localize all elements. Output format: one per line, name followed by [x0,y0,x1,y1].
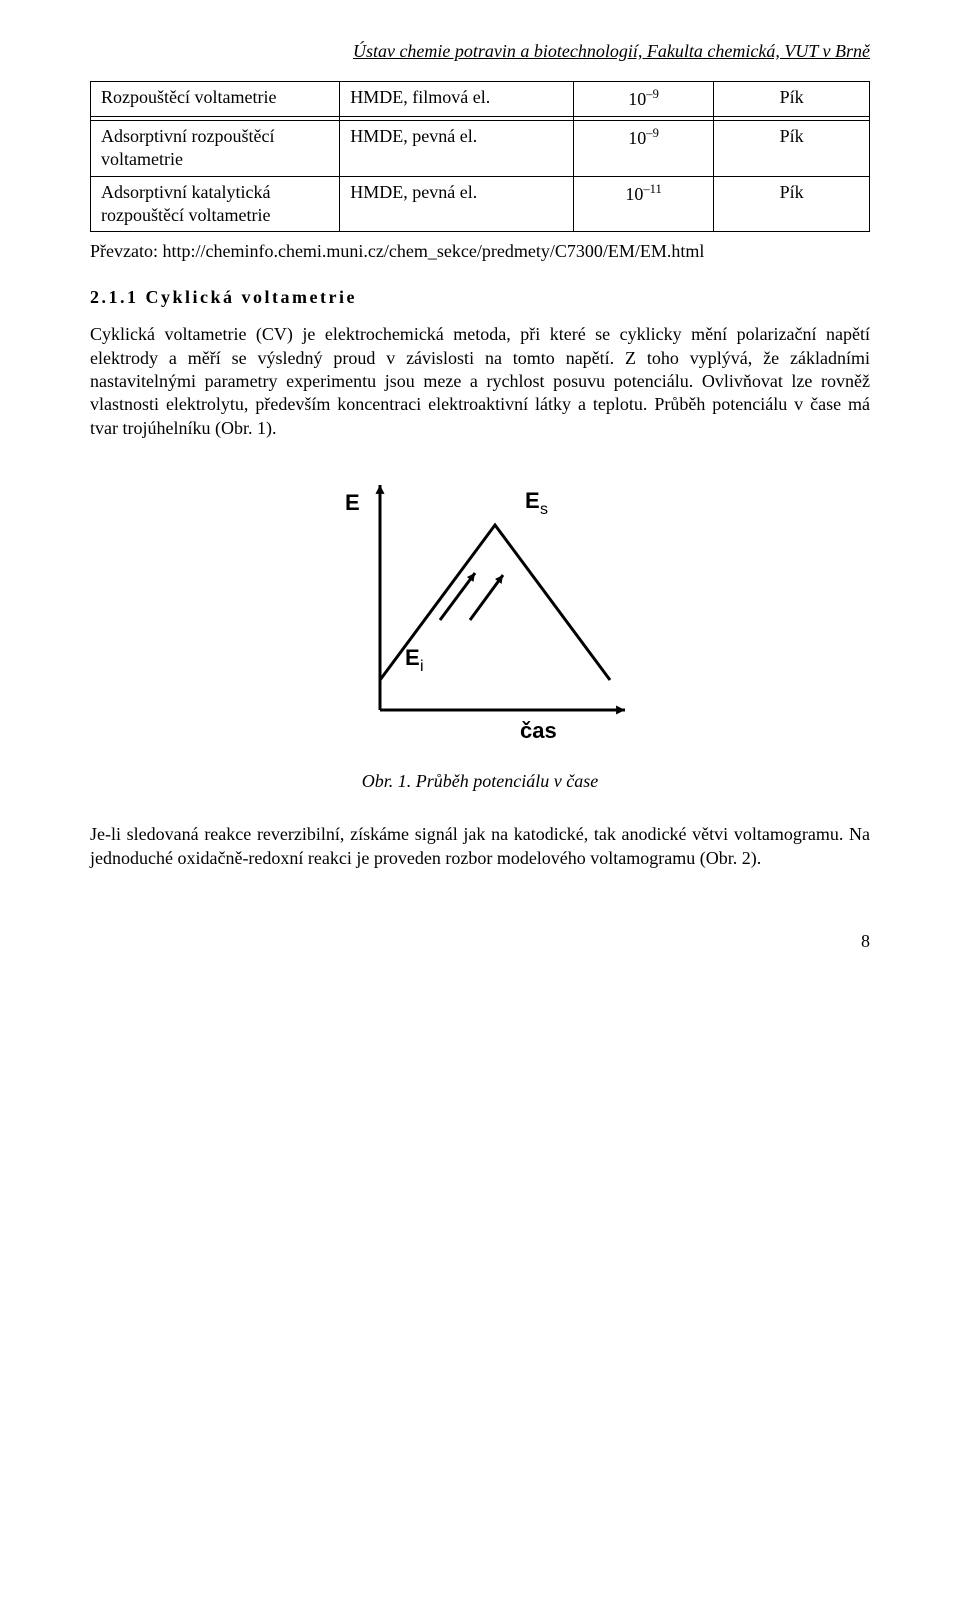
cell-shape: Pík [714,176,870,232]
svg-text:i: i [420,658,424,675]
section-title: Cyklická voltametrie [146,287,357,307]
svg-text:E: E [405,645,420,670]
figure-1: EEsEičas [90,470,870,750]
cell-limit: 10–11 [573,176,713,232]
paragraph-2: Je-li sledovaná reakce reverzibilní, zís… [90,823,870,870]
methods-table: Rozpouštěcí voltametrie HMDE, filmová el… [90,81,870,232]
svg-text:čas: čas [520,718,557,743]
cell-electrode: HMDE, pevná el. [340,176,574,232]
section-number: 2.1.1 [90,287,139,307]
paragraph-1: Cyklická voltametrie (CV) je elektrochem… [90,323,870,440]
figure-1-caption: Obr. 1. Průběh potenciálu v čase [90,770,870,793]
cell-method: Adsorptivní rozpouštěcí voltametrie [91,120,340,176]
table-row: Adsorptivní rozpouštěcí voltametrie HMDE… [91,120,870,176]
svg-text:E: E [345,490,360,515]
potential-time-chart: EEsEičas [325,470,635,750]
cell-limit: 10–9 [573,120,713,176]
source-line: Převzato: http://cheminfo.chemi.muni.cz/… [90,240,870,263]
cell-electrode: HMDE, pevná el. [340,120,574,176]
section-heading: 2.1.1 Cyklická voltametrie [90,286,870,309]
page-number: 8 [90,930,870,953]
table-row: Rozpouštěcí voltametrie HMDE, filmová el… [91,82,870,116]
cell-shape: Pík [714,120,870,176]
svg-text:E: E [525,488,540,513]
institution-header: Ústav chemie potravin a biotechnologií, … [90,40,870,63]
table-row: Adsorptivní katalytická rozpouštěcí volt… [91,176,870,232]
cell-method: Adsorptivní katalytická rozpouštěcí volt… [91,176,340,232]
cell-limit: 10–9 [573,82,713,116]
cell-shape: Pík [714,82,870,116]
svg-text:s: s [540,501,548,518]
cell-method: Rozpouštěcí voltametrie [91,82,340,116]
cell-electrode: HMDE, filmová el. [340,82,574,116]
